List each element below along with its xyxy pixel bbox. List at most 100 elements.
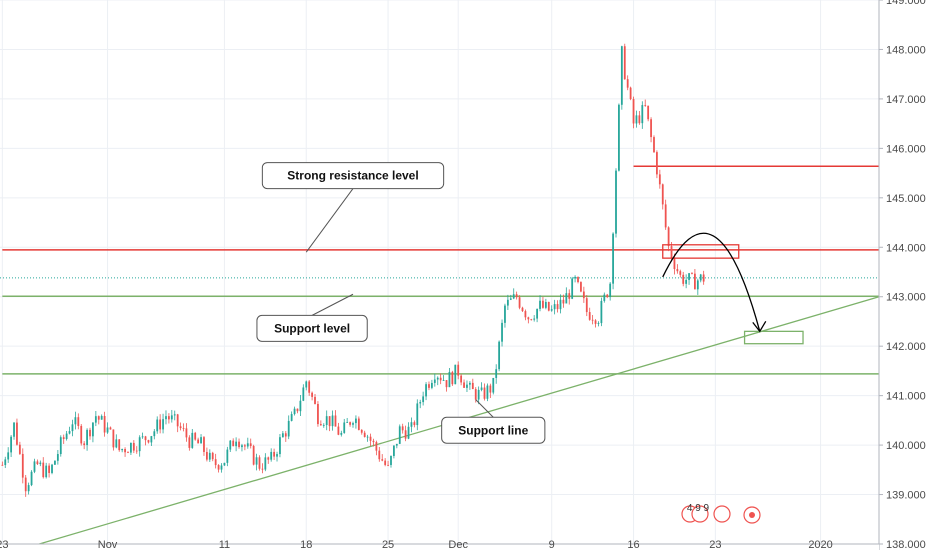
candle-body (156, 419, 159, 432)
time-axis-background (0, 544, 879, 550)
candle-body (188, 437, 191, 448)
callout-pointer (305, 188, 354, 253)
support-trendline (2, 296, 880, 555)
candle-body (618, 104, 620, 171)
candle-body (276, 454, 278, 457)
candle-body (176, 414, 179, 427)
candle-body (702, 274, 705, 282)
candle-body (258, 457, 261, 469)
candle-body (620, 46, 623, 105)
candle-body (506, 299, 509, 306)
candle-body (54, 460, 56, 465)
callout-label: Support level (274, 321, 350, 335)
candle-body (194, 432, 197, 440)
candle-body (106, 427, 109, 433)
candle-body (246, 443, 249, 447)
candle-body (650, 119, 652, 138)
candle-body (585, 298, 588, 313)
candle-body (381, 459, 384, 461)
candle-body (691, 273, 693, 274)
candle-body (27, 485, 30, 492)
time-tick-label: 9 (549, 539, 555, 550)
candle-body (688, 273, 690, 280)
candle-body (553, 304, 556, 310)
candle-body (18, 444, 21, 454)
candle-body (527, 317, 530, 320)
time-tick-label: 23 (0, 539, 8, 550)
candle-body (454, 364, 457, 385)
candle-body (492, 377, 495, 393)
candle-body (317, 403, 319, 425)
candle-body (375, 442, 378, 451)
candle-body (544, 301, 547, 308)
indicator-badges[interactable]: 4 9 9 (681, 503, 761, 524)
candle-body (524, 311, 527, 318)
candle-body (144, 436, 147, 441)
candle-body (33, 461, 36, 472)
forecast-arrow (662, 232, 761, 332)
candle-body (661, 184, 664, 205)
candle-body (328, 416, 331, 427)
candle-body (197, 439, 200, 444)
callout-box[interactable] (261, 162, 445, 190)
candle-body (80, 425, 83, 444)
candle-body (606, 294, 609, 298)
candle-body (360, 429, 363, 433)
time-tick-label: 2020 (808, 539, 832, 550)
candle-body (179, 426, 182, 429)
horizontal-levels: 145.639143.948143.381143.009141.44001:38 (0, 158, 932, 382)
callout-box[interactable] (256, 314, 368, 342)
candle-body (10, 436, 13, 453)
candle-body (83, 443, 86, 446)
candle-body (208, 452, 211, 460)
candle-body (270, 451, 273, 460)
candle-body (588, 312, 591, 320)
candle-body (135, 450, 138, 452)
candle-body (416, 403, 419, 426)
candle-body (16, 422, 18, 445)
candle-body (287, 420, 290, 437)
candle-body (229, 440, 232, 450)
badge-icon[interactable] (713, 505, 731, 523)
candle-body (448, 371, 451, 388)
candle-body (1, 464, 4, 466)
event-icon-dot (749, 512, 755, 518)
candle-body (509, 298, 512, 300)
candle-body (550, 309, 553, 311)
badge-icon[interactable] (691, 505, 709, 523)
time-axis[interactable]: 23 Nov 11 18 25 Dec 9 16 23 2020 (0, 539, 879, 551)
callout-pointer (311, 293, 354, 316)
candle-body (463, 382, 465, 388)
candle-body (127, 452, 129, 454)
candle-body (559, 299, 562, 310)
candle-body (542, 300, 544, 308)
candle-body (30, 471, 33, 486)
price-tick-label: 141.000 (886, 391, 926, 403)
candle-body (489, 385, 492, 393)
candle-body (214, 459, 217, 466)
forecast-drawing (662, 232, 804, 345)
candle-body (165, 416, 167, 420)
candle-body (62, 437, 65, 439)
candle-body (357, 418, 360, 430)
candle-body (390, 455, 392, 465)
candle-body (89, 429, 91, 437)
badge-numbers: 4 9 9 (687, 503, 710, 514)
candle-body (580, 282, 582, 292)
callout-box[interactable] (441, 416, 546, 444)
candle-body (460, 375, 463, 383)
candle-body (267, 457, 270, 460)
candle-body (372, 440, 375, 443)
price-axis[interactable]: 138.000 139.000 140.000 141.000 142.000 143.0… (878, 0, 932, 551)
candle-body (71, 424, 74, 432)
candle-body (436, 377, 439, 380)
candle-body (232, 440, 235, 447)
candle-body (21, 453, 24, 478)
candle-body (13, 422, 15, 437)
candle-body (466, 384, 468, 388)
candle-body (512, 294, 515, 299)
candle-body (299, 400, 302, 412)
forecast-arrowhead (752, 321, 767, 333)
